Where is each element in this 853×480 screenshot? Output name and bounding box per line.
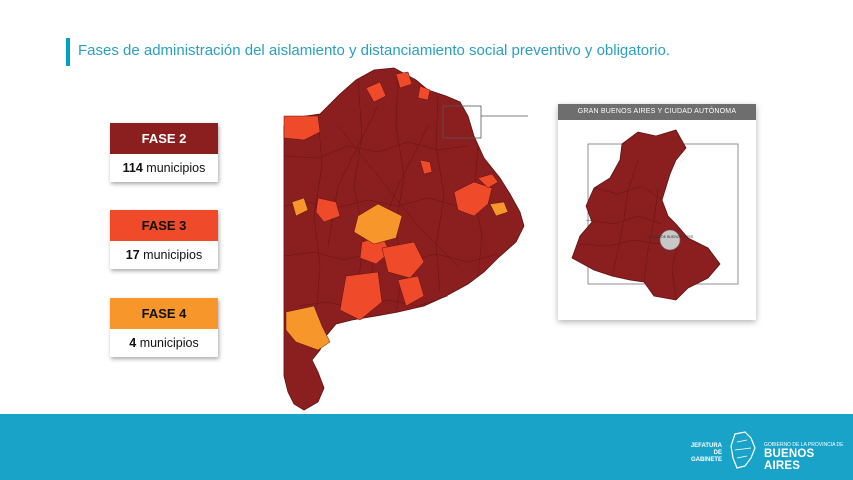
gobierno-label: GOBIERNO DE LA PROVINCIA DE xyxy=(764,442,844,448)
fase-3-areas xyxy=(283,71,499,321)
fase-4-municipality xyxy=(291,197,309,217)
legend-fase-4-count: 4 municipios xyxy=(110,329,218,357)
legend-fase-4-label: FASE 4 xyxy=(110,298,218,329)
legend-fase-3-count: 17 municipios xyxy=(110,241,218,269)
fase-3-municipality xyxy=(397,275,425,307)
legend-fase-2: FASE 2 114 municipios xyxy=(110,123,218,182)
caba-label: CIUDAD DE BUENOS AIRES xyxy=(647,235,694,239)
gba-locator-box xyxy=(442,105,482,139)
gba-inset-title: GRAN BUENOS AIRES Y CIUDAD AUTÓNOMA xyxy=(558,104,756,120)
title-accent-bar xyxy=(66,38,70,66)
gba-inset-map: CIUDAD DE BUENOS AIRES xyxy=(571,129,739,301)
fase-3-municipality xyxy=(315,197,341,223)
province-emblem-icon xyxy=(730,431,756,469)
province-outline xyxy=(283,67,525,411)
fase-3-municipality xyxy=(419,159,433,175)
legend-fase-3: FASE 3 17 municipios xyxy=(110,210,218,269)
legend-fase-2-count: 114 municipios xyxy=(110,154,218,182)
fase-3-municipality xyxy=(381,241,425,279)
legend-fase-4-number: 4 xyxy=(129,336,137,350)
legend-fase-2-label: FASE 2 xyxy=(110,123,218,154)
legend-fase-2-number: 114 xyxy=(122,161,143,175)
gba-region xyxy=(571,129,721,301)
fase-3-municipality xyxy=(365,81,387,103)
legend-fase-4-unit: municipios xyxy=(139,336,199,350)
fase-3-municipality xyxy=(477,173,499,189)
fase-4-areas xyxy=(285,197,509,351)
fase-4-municipality xyxy=(489,201,509,217)
legend-fase-3-number: 17 xyxy=(125,248,140,262)
caba-area xyxy=(659,229,681,251)
fase-3-municipality xyxy=(339,271,383,321)
province-map xyxy=(283,67,528,411)
legend-fase-3-unit: municipios xyxy=(143,248,203,262)
jefatura-logo: JEFATURA DE GABINETE xyxy=(690,443,722,463)
slide-title: Fases de administración del aislamiento … xyxy=(78,42,670,59)
gobierno-logo: GOBIERNO DE LA PROVINCIA DE BUENOS AIRES xyxy=(764,442,853,472)
fase-3-municipality xyxy=(395,71,413,89)
legend-fase-2-unit: municipios xyxy=(146,161,206,175)
municipality-borders xyxy=(283,69,499,321)
fase-4-municipality xyxy=(285,305,331,351)
legend-fase-4: FASE 4 4 municipios xyxy=(110,298,218,357)
fase-3-municipality xyxy=(417,85,431,101)
footer-bar xyxy=(0,414,853,480)
buenos-aires-label: BUENOS AIRES xyxy=(764,448,815,472)
fase-3-municipality xyxy=(453,181,493,217)
fase-4-municipality xyxy=(353,203,403,245)
legend-fase-3-label: FASE 3 xyxy=(110,210,218,241)
fase-3-municipality xyxy=(283,115,321,141)
gba-inset: GRAN BUENOS AIRES Y CIUDAD AUTÓNOMA CIUD… xyxy=(558,104,756,320)
